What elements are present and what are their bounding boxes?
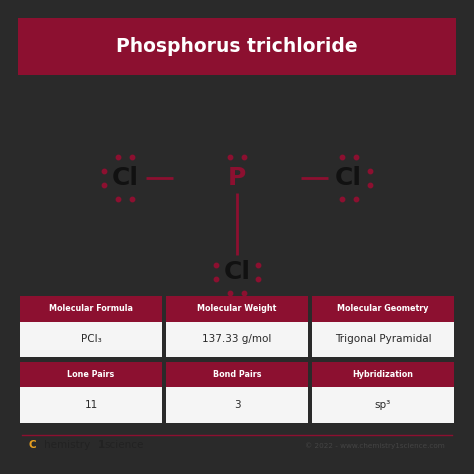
Text: 1: 1: [98, 440, 105, 450]
Text: Bond Pairs: Bond Pairs: [213, 370, 261, 379]
Text: Phosphorus trichloride: Phosphorus trichloride: [116, 37, 358, 56]
Text: Cl: Cl: [224, 260, 250, 284]
Text: Cl: Cl: [335, 166, 362, 190]
Text: Hybridization: Hybridization: [353, 370, 413, 379]
Text: Molecular Geometry: Molecular Geometry: [337, 304, 429, 313]
Text: C: C: [29, 440, 36, 450]
Bar: [19, 321, 163, 357]
Bar: [311, 321, 455, 357]
Text: Molecular Formula: Molecular Formula: [49, 304, 133, 313]
Text: 3: 3: [234, 401, 240, 410]
Bar: [311, 296, 455, 321]
Text: © 2022 - www.chemistry1science.com: © 2022 - www.chemistry1science.com: [305, 442, 445, 449]
Text: Molecular Weight: Molecular Weight: [197, 304, 277, 313]
Text: Cl: Cl: [112, 166, 139, 190]
Text: 11: 11: [84, 401, 98, 410]
Bar: [165, 321, 309, 357]
Bar: [19, 296, 163, 321]
Bar: [18, 18, 456, 75]
Text: sp³: sp³: [375, 401, 391, 410]
Bar: [165, 362, 309, 387]
Bar: [311, 362, 455, 387]
Bar: [165, 296, 309, 321]
Text: Lone Pairs: Lone Pairs: [67, 370, 115, 379]
Text: 137.33 g/mol: 137.33 g/mol: [202, 335, 272, 345]
Text: hemistry: hemistry: [44, 440, 90, 450]
Text: PCl₃: PCl₃: [81, 335, 101, 345]
Bar: [19, 387, 163, 423]
Text: Trigonal Pyramidal: Trigonal Pyramidal: [335, 335, 431, 345]
Bar: [165, 387, 309, 423]
Text: science: science: [104, 440, 144, 450]
Text: P: P: [228, 166, 246, 190]
Bar: [19, 362, 163, 387]
Bar: [311, 387, 455, 423]
